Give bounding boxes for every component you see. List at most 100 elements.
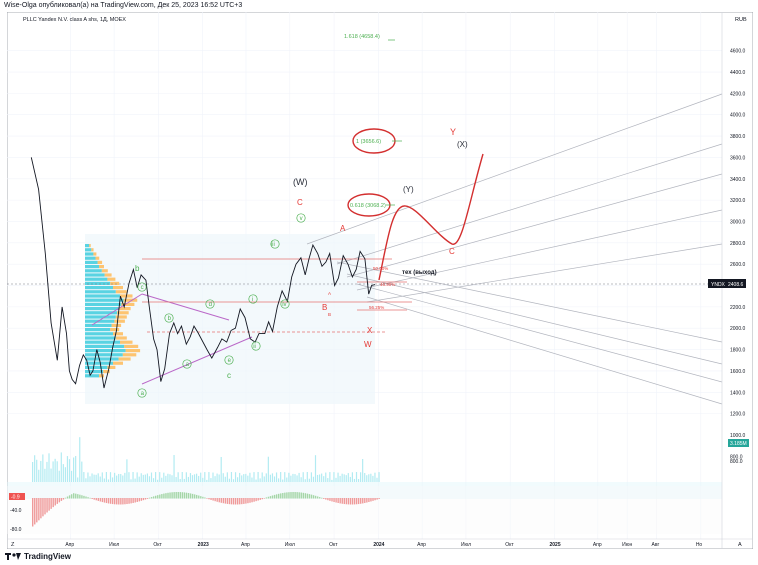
- oscillator-bar: [181, 492, 184, 499]
- volume-bar: [310, 472, 312, 482]
- volume-bar: [159, 472, 161, 482]
- oscillator-bar: [339, 498, 341, 504]
- volume-bar: [294, 474, 296, 482]
- volume-bar: [148, 476, 151, 482]
- volume-bar: [245, 473, 247, 482]
- oscillator-bar: [263, 498, 266, 499]
- volume-bar: [89, 476, 91, 482]
- oscillator-bar: [341, 498, 343, 504]
- chart-panel[interactable]: 1.618 (4658.4) 1 (3656.6) 0.618 (3068.2)…: [7, 12, 753, 549]
- wave-label: A: [328, 291, 331, 296]
- volume-bar: [360, 472, 362, 482]
- oscillator-bar: [105, 498, 108, 504]
- x-tick-label: Окт: [329, 542, 338, 548]
- volume-bar: [222, 473, 224, 482]
- oscillator-bar: [38, 498, 40, 521]
- oscillator-bar: [103, 498, 106, 503]
- oscillator-bar: [56, 498, 58, 504]
- x-tick-label: Июн: [622, 542, 632, 548]
- oscillator-bar: [218, 498, 220, 503]
- oscillator-bar: [185, 492, 188, 499]
- oscillator-bar: [68, 495, 71, 499]
- volume-bar: [312, 476, 315, 482]
- volume-profile-bar: [85, 332, 113, 336]
- bottom-left-button[interactable]: Z: [11, 542, 15, 548]
- wave-label: 50.00%: [373, 266, 388, 271]
- volume-profile-bar: [85, 269, 102, 273]
- oscillator-bar: [298, 492, 300, 499]
- oscillator-bar: [148, 497, 151, 499]
- volume-bar: [118, 473, 120, 482]
- volume-axis-tick: 800.0: [730, 459, 743, 465]
- volume-profile-bar: [85, 311, 118, 315]
- volume-bar: [175, 477, 177, 482]
- time-axis: Z A Апр Июл Окт 2023 Апр Июл Окт 2024 Апр Июл Окт 2…: [7, 538, 753, 548]
- oscillator-bar: [230, 498, 233, 505]
- oscillator-bar: [109, 498, 112, 504]
- volume-bar: [77, 477, 79, 482]
- oscillator-bar: [224, 498, 227, 504]
- volume-bar: [255, 479, 257, 482]
- volume-bar: [333, 472, 335, 482]
- volume-bar: [155, 472, 157, 482]
- volume-bar: [372, 475, 374, 482]
- oscillator-bar: [171, 492, 173, 499]
- volume-bar: [208, 472, 210, 482]
- volume-bar: [73, 457, 75, 482]
- oscillator-bar: [316, 496, 319, 499]
- x-tick-label: 2025: [550, 542, 561, 548]
- volume-bar: [308, 478, 310, 482]
- bottom-right-button[interactable]: A: [738, 542, 742, 548]
- oscillator-bar: [58, 498, 61, 503]
- volume-bar: [40, 460, 42, 482]
- oscillator-bar: [101, 498, 104, 503]
- oscillator-bar: [329, 498, 331, 501]
- volume-bar: [290, 475, 292, 482]
- volume-bar: [185, 472, 187, 482]
- tradingview-footer[interactable]: TradingView: [5, 552, 71, 561]
- osc-value-badge: [9, 493, 25, 500]
- oscillator-bar: [116, 498, 118, 505]
- volume-profile-bar: [110, 281, 120, 285]
- chart-legend[interactable]: PLLC Yandex N.V. class A shs, 1Д, MOEX: [23, 17, 126, 23]
- volume-profile-bar: [85, 344, 125, 348]
- volume-bar: [220, 456, 222, 482]
- oscillator-bar: [161, 494, 163, 499]
- oscillator-bar: [257, 498, 259, 501]
- volume-bar: [321, 473, 323, 482]
- volume-bar: [83, 472, 85, 482]
- oscillator-bar: [374, 498, 376, 501]
- oscillator-bar: [204, 497, 206, 499]
- oscillator-bar: [378, 498, 380, 499]
- volume-bar: [150, 472, 153, 482]
- volume-bar: [173, 455, 175, 482]
- vertical-gridlines: [70, 12, 702, 539]
- volume-bar: [64, 467, 66, 482]
- oscillator-bar: [146, 498, 149, 499]
- oscillator-bar: [261, 498, 263, 500]
- volume-bar: [75, 455, 77, 482]
- oscillator-bar: [360, 498, 362, 504]
- volume-bar: [107, 479, 110, 482]
- oscillator-bar: [226, 498, 229, 504]
- volume-bar: [136, 472, 138, 482]
- oscillator-bar: [228, 498, 231, 505]
- wave-circle: [182, 359, 192, 369]
- volume-profile-bar: [89, 244, 91, 248]
- volume-bar: [52, 461, 54, 482]
- volume-bar: [157, 479, 159, 482]
- oscillator-bar: [251, 498, 253, 503]
- volume-bar: [202, 477, 204, 482]
- oscillator-bar: [357, 498, 360, 505]
- volume-bar: [198, 475, 200, 482]
- wave-label: C: [297, 198, 303, 207]
- volume-bar: [271, 473, 274, 482]
- volume-profile-bar: [110, 328, 120, 332]
- volume-bar: [263, 476, 265, 482]
- oscillator-bar: [325, 498, 327, 500]
- volume-bar: [177, 472, 179, 482]
- volume-bar: [179, 479, 181, 482]
- oscillator-bar: [208, 498, 210, 500]
- volume-bar: [339, 475, 341, 482]
- volume-bar: [111, 477, 114, 482]
